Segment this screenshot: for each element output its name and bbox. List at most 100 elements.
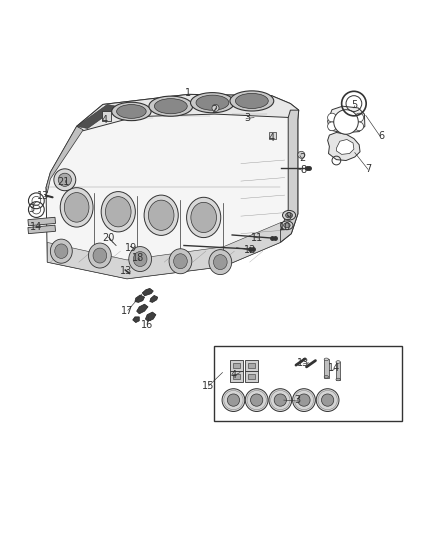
Polygon shape	[137, 304, 148, 314]
Ellipse shape	[144, 195, 178, 236]
Ellipse shape	[149, 96, 193, 116]
Text: 10: 10	[279, 222, 292, 232]
Ellipse shape	[55, 244, 68, 259]
Circle shape	[316, 389, 339, 411]
Circle shape	[251, 394, 263, 406]
Circle shape	[334, 110, 358, 134]
Polygon shape	[336, 140, 354, 155]
Polygon shape	[145, 312, 156, 321]
Circle shape	[222, 389, 245, 411]
Ellipse shape	[133, 252, 147, 266]
Ellipse shape	[191, 93, 234, 113]
Text: 13: 13	[37, 191, 49, 201]
Text: 2: 2	[212, 104, 218, 115]
Ellipse shape	[129, 247, 152, 271]
Text: 11: 11	[251, 232, 264, 243]
Ellipse shape	[196, 95, 229, 110]
Circle shape	[274, 394, 286, 406]
Bar	[324, 359, 328, 378]
Text: 15: 15	[202, 381, 215, 391]
Text: 3: 3	[244, 112, 251, 123]
Circle shape	[54, 169, 76, 191]
Ellipse shape	[154, 99, 187, 114]
Text: 14: 14	[328, 363, 340, 373]
Ellipse shape	[281, 221, 293, 230]
Circle shape	[212, 104, 219, 111]
Circle shape	[269, 389, 292, 411]
Polygon shape	[77, 104, 118, 128]
Text: 3: 3	[295, 395, 301, 405]
Circle shape	[58, 173, 71, 187]
Ellipse shape	[213, 255, 227, 270]
Ellipse shape	[235, 93, 268, 109]
Ellipse shape	[283, 223, 290, 228]
Polygon shape	[150, 295, 158, 302]
Ellipse shape	[169, 249, 192, 274]
Bar	[248, 374, 255, 379]
Bar	[233, 363, 240, 368]
Ellipse shape	[324, 358, 328, 361]
Ellipse shape	[283, 211, 296, 220]
Bar	[245, 371, 258, 382]
Circle shape	[245, 389, 268, 411]
Polygon shape	[135, 295, 145, 302]
Bar	[269, 133, 276, 140]
Ellipse shape	[101, 191, 135, 232]
Text: 19: 19	[125, 243, 138, 253]
Text: 12: 12	[244, 245, 257, 255]
Text: 5: 5	[352, 100, 358, 110]
Bar	[230, 371, 243, 382]
Ellipse shape	[336, 361, 340, 364]
Bar	[248, 363, 255, 368]
Text: 8: 8	[300, 165, 306, 175]
Circle shape	[328, 113, 336, 122]
Polygon shape	[280, 110, 299, 243]
Ellipse shape	[88, 243, 111, 268]
Bar	[233, 374, 240, 379]
Ellipse shape	[50, 239, 72, 263]
Text: 3: 3	[28, 204, 35, 214]
Circle shape	[321, 394, 334, 406]
Polygon shape	[77, 94, 299, 131]
Text: 17: 17	[121, 306, 133, 316]
Circle shape	[355, 113, 364, 122]
Bar	[245, 360, 258, 371]
Polygon shape	[46, 94, 299, 279]
Circle shape	[293, 389, 315, 411]
Text: 21: 21	[57, 177, 70, 187]
Text: 20: 20	[102, 233, 115, 243]
Ellipse shape	[117, 104, 146, 118]
Text: 16: 16	[141, 320, 153, 330]
Polygon shape	[142, 288, 153, 296]
Ellipse shape	[187, 197, 221, 238]
Bar	[28, 225, 56, 233]
Text: 14: 14	[30, 222, 42, 232]
Text: 6: 6	[378, 131, 384, 141]
Ellipse shape	[191, 203, 216, 232]
Bar	[214, 346, 402, 421]
Polygon shape	[328, 133, 360, 160]
Text: 4: 4	[230, 370, 237, 380]
Bar	[102, 111, 111, 120]
Bar	[336, 362, 340, 381]
Circle shape	[227, 394, 240, 406]
Ellipse shape	[112, 102, 151, 120]
Ellipse shape	[230, 91, 274, 111]
Polygon shape	[47, 223, 280, 279]
Polygon shape	[46, 126, 83, 193]
Ellipse shape	[336, 378, 340, 381]
Ellipse shape	[148, 200, 174, 230]
Text: 2: 2	[299, 153, 305, 163]
Text: 13: 13	[120, 266, 132, 276]
Text: 13: 13	[297, 358, 310, 368]
Ellipse shape	[286, 213, 293, 218]
Polygon shape	[133, 317, 139, 322]
Ellipse shape	[106, 197, 131, 227]
Text: 4: 4	[102, 115, 108, 125]
Ellipse shape	[209, 249, 232, 274]
Circle shape	[298, 394, 310, 406]
Bar	[28, 217, 56, 226]
Ellipse shape	[60, 188, 93, 227]
Bar	[230, 360, 243, 371]
Text: 9: 9	[285, 213, 291, 222]
